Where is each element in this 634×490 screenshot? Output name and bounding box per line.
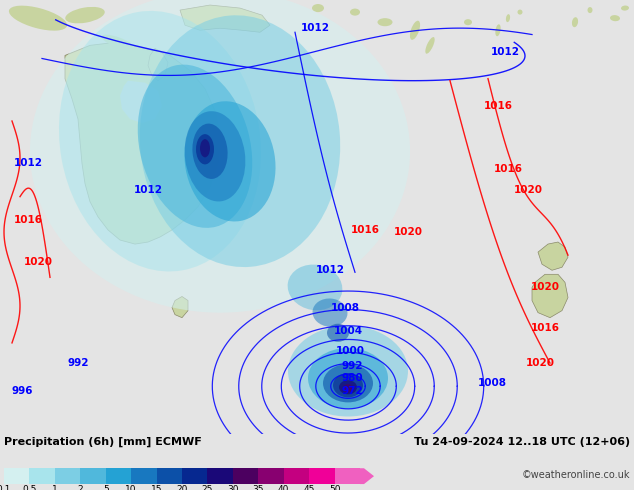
Ellipse shape [65, 7, 105, 24]
Text: 1020: 1020 [526, 358, 555, 368]
Text: 1020: 1020 [23, 257, 53, 267]
Text: 1012: 1012 [301, 23, 330, 33]
Ellipse shape [323, 364, 373, 402]
Polygon shape [148, 49, 168, 81]
Ellipse shape [464, 19, 472, 25]
Bar [131, 468, 157, 484]
Polygon shape [538, 242, 568, 270]
Text: 972: 972 [341, 386, 363, 396]
Ellipse shape [343, 384, 353, 392]
Ellipse shape [313, 298, 347, 327]
Ellipse shape [138, 65, 252, 228]
Text: 1012: 1012 [491, 48, 519, 57]
Ellipse shape [506, 14, 510, 22]
Text: Tu 24-09-2024 12..18 UTC (12+06): Tu 24-09-2024 12..18 UTC (12+06) [414, 437, 630, 446]
Text: 30: 30 [227, 485, 238, 490]
Text: 40: 40 [278, 485, 289, 490]
Text: 35: 35 [252, 485, 264, 490]
FancyArrow shape [360, 468, 374, 484]
Ellipse shape [327, 324, 349, 342]
Bar [309, 468, 335, 484]
Text: 1012: 1012 [316, 265, 344, 275]
Polygon shape [65, 42, 220, 244]
Bar [207, 468, 233, 484]
Text: 1004: 1004 [333, 326, 363, 336]
Ellipse shape [184, 111, 245, 201]
Text: 0.5: 0.5 [22, 485, 37, 490]
Ellipse shape [333, 373, 363, 397]
Text: 1012: 1012 [13, 158, 42, 169]
Text: 1016: 1016 [531, 323, 559, 333]
Ellipse shape [610, 15, 620, 21]
Polygon shape [120, 81, 162, 123]
Text: 1016: 1016 [13, 215, 42, 225]
Bar [335, 468, 360, 484]
Text: 1012: 1012 [134, 185, 162, 195]
Bar [81, 468, 106, 484]
Text: 1020: 1020 [394, 227, 422, 237]
Text: Precipitation (6h) [mm] ECMWF: Precipitation (6h) [mm] ECMWF [4, 437, 202, 447]
Text: 1: 1 [52, 485, 58, 490]
Text: 5: 5 [103, 485, 108, 490]
Text: 980: 980 [341, 373, 363, 383]
Ellipse shape [410, 21, 420, 40]
Ellipse shape [377, 18, 392, 26]
Text: 1000: 1000 [335, 346, 365, 356]
Bar [283, 468, 309, 484]
Ellipse shape [139, 15, 340, 267]
Text: 45: 45 [304, 485, 315, 490]
Ellipse shape [9, 6, 67, 31]
Bar [157, 468, 182, 484]
Bar [233, 468, 258, 484]
Ellipse shape [495, 24, 501, 36]
Text: 996: 996 [11, 386, 33, 396]
Text: ©weatheronline.co.uk: ©weatheronline.co.uk [522, 470, 630, 480]
Text: 0.1: 0.1 [0, 485, 11, 490]
Text: 1008: 1008 [330, 303, 359, 313]
Text: 1016: 1016 [484, 101, 512, 111]
Ellipse shape [30, 0, 410, 313]
Ellipse shape [312, 4, 324, 12]
Polygon shape [180, 5, 270, 32]
Ellipse shape [196, 134, 214, 164]
Ellipse shape [425, 37, 435, 54]
Bar [29, 468, 55, 484]
Ellipse shape [200, 139, 210, 157]
Ellipse shape [588, 7, 593, 13]
Text: 1020: 1020 [531, 282, 559, 293]
Polygon shape [172, 296, 188, 318]
Ellipse shape [59, 11, 261, 271]
Text: 1020: 1020 [514, 185, 543, 195]
Text: 10: 10 [126, 485, 137, 490]
Text: 25: 25 [202, 485, 213, 490]
Text: 1016: 1016 [493, 165, 522, 174]
Bar [182, 468, 207, 484]
Text: 20: 20 [176, 485, 188, 490]
Ellipse shape [339, 380, 357, 394]
Bar [55, 468, 81, 484]
Ellipse shape [517, 10, 522, 15]
Ellipse shape [192, 123, 228, 179]
Ellipse shape [101, 35, 134, 50]
Ellipse shape [184, 101, 276, 221]
Ellipse shape [350, 8, 360, 16]
Ellipse shape [288, 265, 342, 310]
Bar [4, 468, 29, 484]
Ellipse shape [308, 348, 388, 409]
Text: 50: 50 [329, 485, 340, 490]
Text: 15: 15 [151, 485, 162, 490]
Bar [106, 468, 131, 484]
Ellipse shape [572, 17, 578, 27]
Polygon shape [532, 274, 568, 318]
Text: 992: 992 [341, 361, 363, 371]
Text: 1016: 1016 [351, 225, 380, 235]
Text: 1008: 1008 [477, 378, 507, 388]
Ellipse shape [288, 326, 408, 416]
Bar [258, 468, 283, 484]
Ellipse shape [621, 5, 629, 11]
Text: 2: 2 [77, 485, 83, 490]
Text: 992: 992 [67, 358, 89, 368]
